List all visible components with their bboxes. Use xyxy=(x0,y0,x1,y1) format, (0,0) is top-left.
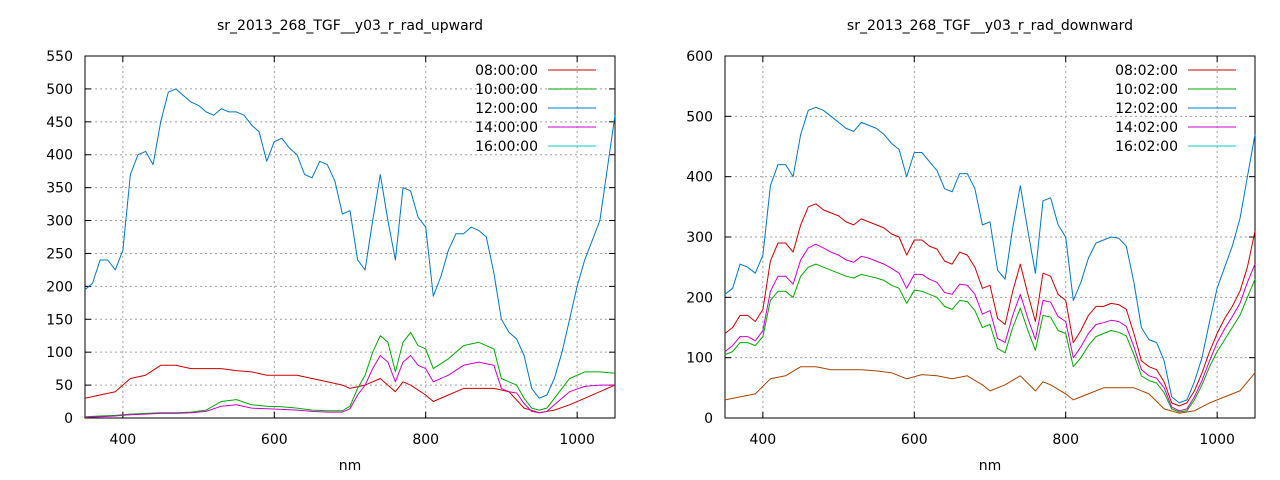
chart2-y-tick-label: 200 xyxy=(686,290,713,306)
chart2-title: sr_2013_268_TGF__y03_r_rad_downward xyxy=(847,18,1133,34)
chart1-legend-label: 14:00:00 xyxy=(475,120,538,136)
chart1-y-tick-label: 500 xyxy=(46,82,73,98)
chart1-x-tick-label: 1000 xyxy=(559,432,595,448)
chart1-title: sr_2013_268_TGF__y03_r_rad_upward xyxy=(217,18,483,34)
chart1-legend-label: 12:00:00 xyxy=(475,101,538,117)
chart2-y-tick-label: 300 xyxy=(686,230,713,246)
chart2-series-line-1 xyxy=(724,203,1256,407)
chart1-series-line-2 xyxy=(84,331,616,418)
chart2-y-tick-label: 600 xyxy=(686,49,713,65)
chart1-y-tick-label: 400 xyxy=(46,148,73,164)
chart1-y-tick-label: 100 xyxy=(46,345,73,361)
chart1-legend-label: 08:00:00 xyxy=(475,63,538,79)
chart1-y-tick-label: 300 xyxy=(46,214,73,230)
chart1-y-tick-label: 50 xyxy=(55,378,73,394)
chart1-x-tick-label: 600 xyxy=(261,432,288,448)
chart1-x-tick-label: 400 xyxy=(109,432,136,448)
chart1-series-line-1 xyxy=(84,364,616,414)
chart2-y-tick-label: 100 xyxy=(686,351,713,367)
chart1-y-tick-label: 250 xyxy=(46,246,73,262)
chart1-y-tick-label: 0 xyxy=(64,411,73,427)
chart2-x-tick-label: 400 xyxy=(749,432,776,448)
chart1-x-axis-label: nm xyxy=(339,458,362,474)
chart1-y-tick-label: 350 xyxy=(46,181,73,197)
chart2-y-tick-label: 400 xyxy=(686,170,713,186)
chart2-series-line-6 xyxy=(724,366,1256,414)
chart2-legend-label: 16:02:00 xyxy=(1115,139,1178,155)
chart2-x-tick-label: 800 xyxy=(1052,432,1079,448)
chart2-legend-label: 10:02:00 xyxy=(1115,82,1178,98)
chart2-series-line-2 xyxy=(724,263,1256,413)
chart2-x-axis-label: nm xyxy=(979,458,1002,474)
chart1-series-line-4 xyxy=(84,355,615,418)
chart2-legend-label: 12:02:00 xyxy=(1115,101,1178,117)
chart1-y-tick-label: 450 xyxy=(46,115,73,131)
chart1-y-tick-label: 150 xyxy=(46,312,73,328)
chart1-legend-label: 10:00:00 xyxy=(475,82,538,98)
chart2-legend-label: 08:02:00 xyxy=(1115,63,1178,79)
chart1-series-line-3 xyxy=(84,88,616,399)
chart2-y-tick-label: 500 xyxy=(686,109,713,125)
chart2-x-tick-label: 600 xyxy=(901,432,928,448)
chart2-legend-label: 14:02:00 xyxy=(1115,120,1178,136)
chart1-y-tick-label: 200 xyxy=(46,279,73,295)
chart2-x-tick-label: 1000 xyxy=(1199,432,1235,448)
chart1-x-tick-label: 800 xyxy=(412,432,439,448)
chart1-y-tick-label: 550 xyxy=(46,49,73,65)
chart2-y-tick-label: 0 xyxy=(704,411,713,427)
chart1-plot-frame xyxy=(84,55,616,419)
chart1-legend-label: 16:00:00 xyxy=(475,139,538,155)
chart2-series-line-3 xyxy=(724,106,1256,404)
chart2-series-line-4 xyxy=(724,243,1256,412)
